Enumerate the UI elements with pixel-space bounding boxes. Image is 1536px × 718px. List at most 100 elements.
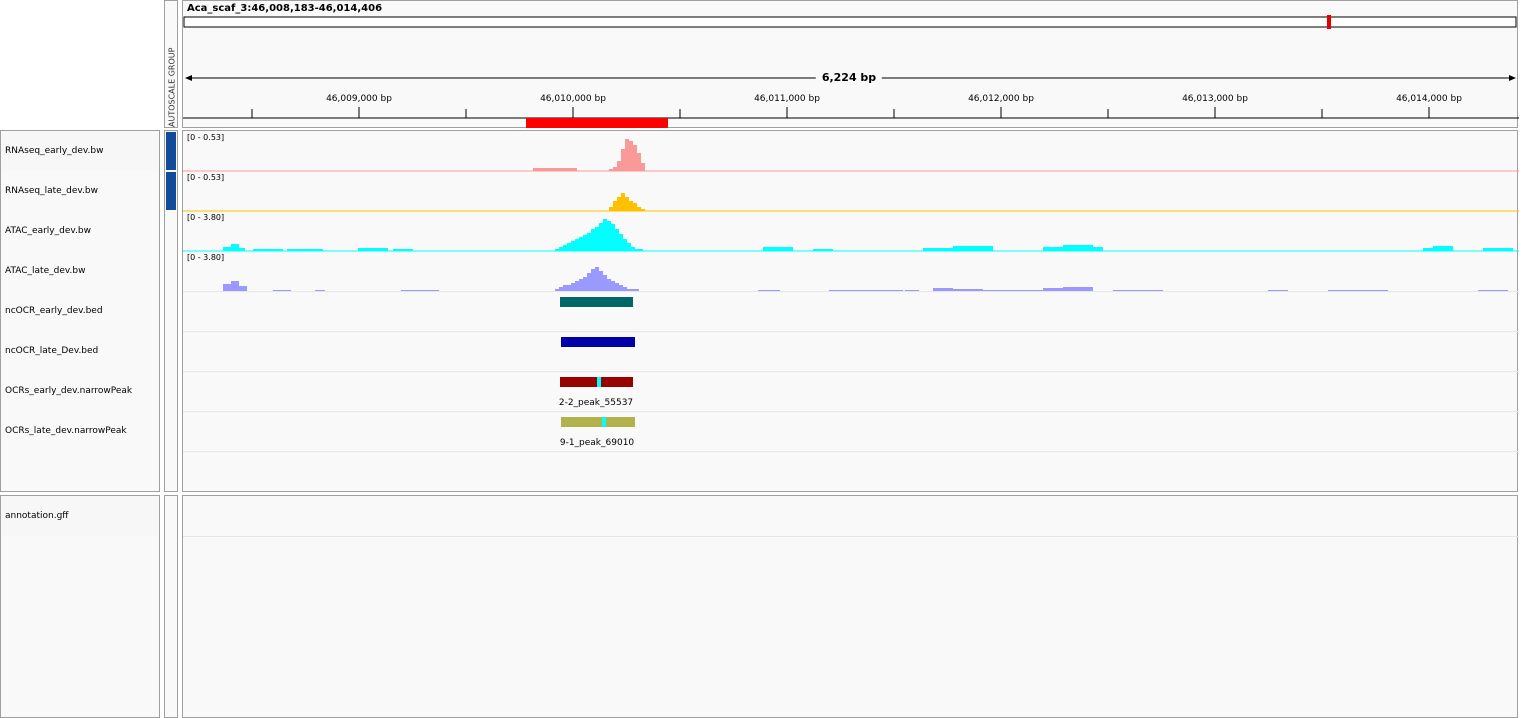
rnaseq-late-coverage[interactable] — [609, 193, 645, 211]
coverage-bar — [567, 243, 571, 251]
coverage-bar — [641, 163, 645, 171]
coverage-bar — [611, 224, 615, 251]
track-name-atac-early[interactable]: ATAC_early_dev.bw — [5, 226, 91, 236]
coverage-bar — [567, 285, 571, 291]
ruler-tick-label: 46,009,000 bp — [326, 94, 392, 104]
ruler-tick-label: 46,013,000 bp — [1182, 94, 1248, 104]
coverage-bar — [813, 249, 833, 251]
header-name-panel — [0, 0, 160, 128]
track-name-ncocr-late[interactable]: ncOCR_late_Dev.bed — [5, 346, 99, 356]
ocrs-late-peak-label: 9-1_peak_69010 — [559, 438, 635, 448]
rnaseq-early-range: [0 - 0.53] — [187, 133, 225, 142]
rnaseq-early-coverage[interactable] — [533, 139, 645, 171]
attribute-autoscale-cell[interactable] — [166, 172, 176, 210]
coverage-bar — [603, 219, 607, 251]
coverage-bar — [613, 201, 617, 211]
track-name-ocrs-early[interactable]: OCRs_early_dev.narrowPeak — [5, 386, 133, 396]
coverage-bar — [231, 244, 239, 251]
track-data-svg[interactable] — [183, 131, 1519, 493]
coverage-bar — [599, 271, 603, 291]
track-attribute-panel — [164, 130, 178, 492]
track-name-annotation[interactable]: annotation.gff — [5, 511, 69, 521]
ocrs-early-peak-label: 2-2_peak_55537 — [558, 398, 634, 408]
coverage-bar — [609, 207, 613, 211]
coverage-bar — [603, 275, 607, 291]
coverage-bar — [611, 281, 615, 291]
coverage-bar — [627, 243, 631, 251]
coverage-bar — [629, 201, 633, 211]
coverage-bar — [223, 247, 231, 251]
track-name-rnaseq-late[interactable]: RNAseq_late_dev.bw — [5, 186, 98, 196]
ruler-tick-label: 46,010,000 bp — [540, 94, 606, 104]
ocrs-early-peak-feature[interactable] — [560, 377, 633, 387]
coverage-bar — [253, 249, 283, 251]
ruler-tick-label: 46,011,000 bp — [754, 94, 820, 104]
track-name-atac-late[interactable]: ATAC_late_dev.bw — [5, 266, 86, 276]
coverage-bar — [625, 197, 629, 211]
ncocr-late-feature[interactable] — [561, 337, 635, 347]
coverage-bar — [571, 283, 575, 291]
coverage-bar — [563, 245, 567, 251]
coverage-bar — [533, 168, 577, 171]
coverage-bar — [1328, 290, 1388, 291]
coverage-bar — [575, 281, 579, 291]
coverage-bar — [563, 285, 567, 291]
annotation-data-panel[interactable] — [182, 495, 1519, 718]
coverage-bar — [239, 248, 245, 251]
coverage-bar — [1483, 248, 1513, 251]
ocrs-late-peak-feature[interactable] — [561, 417, 635, 427]
coverage-bar — [583, 235, 587, 251]
chromosome-ideogram[interactable] — [183, 16, 1517, 28]
header-data-panel: Aca_scaf_3:46,008,183-46,014,406 6,224 b… — [182, 0, 1519, 129]
coverage-bar — [758, 290, 780, 291]
ocrs-late-peak-summit — [602, 417, 606, 427]
coverage-bar — [591, 269, 595, 291]
coverage-bar — [579, 237, 583, 251]
region-of-interest-bar[interactable] — [526, 118, 668, 128]
coverage-bar — [641, 209, 645, 211]
coverage-bar — [393, 249, 413, 251]
coverage-bar — [635, 289, 639, 291]
coverage-bar — [1013, 290, 1053, 291]
coverage-bar — [627, 289, 631, 291]
track-name-ncocr-early[interactable]: ncOCR_early_dev.bed — [5, 306, 103, 316]
ncocr-early-feature[interactable] — [560, 297, 633, 307]
coverage-bar — [591, 229, 595, 251]
coverage-bar — [623, 239, 627, 251]
coverage-bar — [559, 247, 563, 251]
ruler-svg[interactable] — [183, 1, 1519, 129]
coverage-bar — [599, 223, 603, 251]
attribute-autoscale-cell[interactable] — [166, 132, 176, 170]
autoscale-group-label[interactable]: AUTOSCALE GROUP — [167, 47, 177, 127]
coverage-bar — [615, 283, 619, 291]
chromosome-current-view-marker[interactable] — [1327, 15, 1331, 29]
coverage-bar — [1113, 290, 1143, 291]
coverage-bar — [633, 203, 637, 211]
coverage-bar — [631, 247, 635, 251]
coverage-bar — [953, 289, 983, 291]
coverage-bar — [579, 279, 583, 291]
coverage-bar — [231, 281, 239, 291]
coverage-bar — [239, 286, 247, 291]
atac-late-range: [0 - 3.80] — [187, 253, 225, 262]
track-name-rnaseq-early[interactable]: RNAseq_early_dev.bw — [5, 146, 104, 156]
atac-late-coverage[interactable] — [223, 267, 1508, 291]
coverage-bar — [637, 153, 641, 171]
atac-early-coverage[interactable] — [223, 219, 1513, 251]
ruler-tick-label: 46,012,000 bp — [968, 94, 1034, 104]
ocrs-early-peak-summit — [597, 377, 601, 387]
track-name-ocrs-late[interactable]: OCRs_late_dev.narrowPeak — [5, 426, 127, 436]
coverage-bar — [639, 249, 643, 251]
track-data-panel[interactable]: [0 - 0.53] [0 - 0.53] [0 - 3.80] [0 - 3.… — [182, 130, 1519, 493]
coverage-bar — [595, 267, 599, 291]
span-arrow-left-icon — [185, 75, 192, 81]
coverage-bar — [629, 141, 633, 171]
coverage-bar — [1433, 246, 1453, 251]
coverage-bar — [1063, 287, 1093, 291]
coverage-bar — [609, 169, 613, 171]
coverage-bar — [633, 145, 637, 171]
coverage-bar — [358, 248, 388, 251]
coverage-bar — [615, 229, 619, 251]
coverage-bar — [631, 289, 635, 291]
